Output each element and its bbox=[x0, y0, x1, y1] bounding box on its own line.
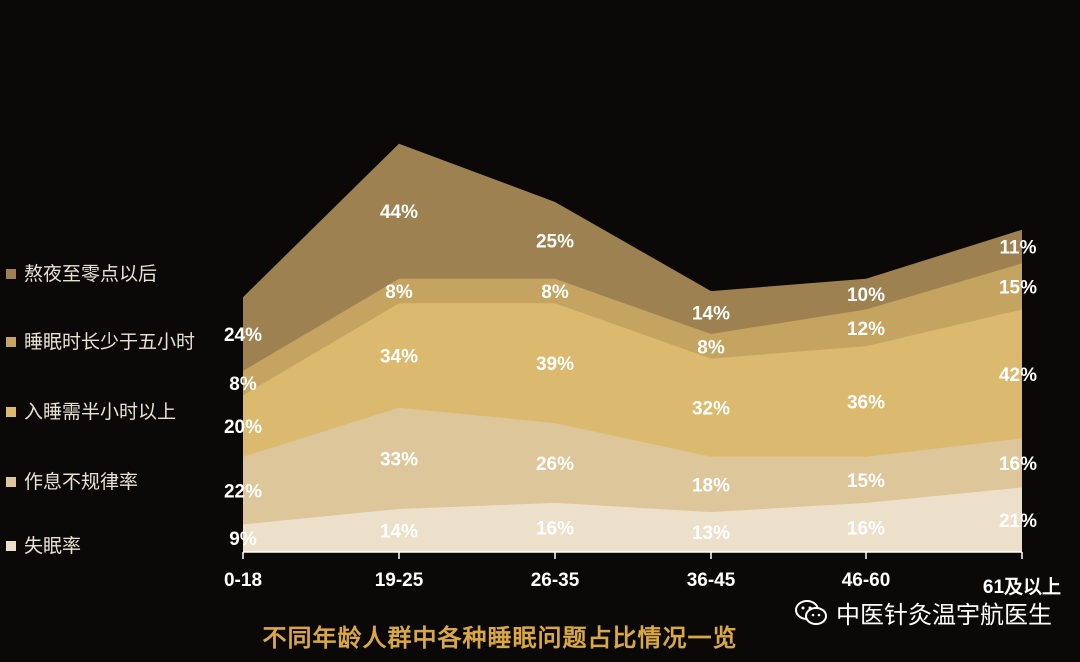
x-tick-label: 19-25 bbox=[375, 570, 424, 591]
legend-swatch bbox=[6, 269, 16, 279]
data-label: 18% bbox=[692, 475, 730, 496]
x-tick-label: 0-18 bbox=[224, 570, 262, 591]
x-tick-label: 61及以上 bbox=[983, 576, 1061, 598]
watermark: 中医针灸温宇航医生 bbox=[794, 595, 1052, 630]
legend-label: 睡眠时长少于五小时 bbox=[24, 331, 196, 353]
data-label: 42% bbox=[999, 365, 1037, 386]
data-label: 12% bbox=[847, 319, 885, 340]
data-label: 8% bbox=[385, 282, 413, 303]
legend-item: 睡眠时长少于五小时 bbox=[6, 330, 214, 355]
data-label: 16% bbox=[847, 518, 885, 539]
data-label: 8% bbox=[697, 337, 725, 358]
data-label: 9% bbox=[229, 529, 257, 550]
wechat-icon bbox=[795, 599, 827, 625]
data-label: 14% bbox=[380, 522, 418, 543]
legend-swatch bbox=[6, 337, 16, 347]
data-label: 16% bbox=[999, 454, 1037, 475]
legend-label: 入睡需半小时以上 bbox=[24, 401, 177, 423]
legend-label: 作息不规律率 bbox=[24, 471, 139, 493]
legend-swatch bbox=[6, 407, 16, 417]
data-label: 15% bbox=[847, 471, 885, 492]
chart-caption: 不同年龄人群中各种睡眠问题占比情况一览 bbox=[262, 624, 738, 652]
data-label: 24% bbox=[224, 325, 262, 346]
data-label: 22% bbox=[224, 482, 262, 503]
legend-item: 入睡需半小时以上 bbox=[6, 400, 214, 425]
data-label: 21% bbox=[999, 511, 1037, 532]
data-label: 36% bbox=[847, 393, 885, 414]
legend-item: 失眠率 bbox=[6, 534, 214, 559]
x-tick-label: 26-35 bbox=[531, 570, 580, 591]
data-label: 8% bbox=[541, 282, 569, 303]
data-label: 20% bbox=[224, 417, 262, 438]
legend-label: 失眠率 bbox=[24, 535, 82, 557]
data-label: 33% bbox=[380, 449, 418, 470]
data-label: 10% bbox=[847, 285, 885, 306]
x-tick-label: 46-60 bbox=[842, 570, 891, 591]
data-label: 39% bbox=[536, 354, 574, 375]
legend-item: 作息不规律率 bbox=[6, 470, 214, 495]
data-label: 34% bbox=[380, 347, 418, 368]
legend-swatch bbox=[6, 477, 16, 487]
data-label: 13% bbox=[692, 523, 730, 544]
data-label: 8% bbox=[229, 374, 257, 395]
data-label: 11% bbox=[1000, 238, 1037, 259]
legend-label: 熬夜至零点以后 bbox=[24, 263, 158, 285]
legend-item: 熬夜至零点以后 bbox=[6, 262, 214, 287]
data-label: 25% bbox=[536, 231, 574, 252]
data-label: 26% bbox=[536, 454, 574, 475]
x-tick-label: 36-45 bbox=[687, 570, 736, 591]
data-label: 16% bbox=[536, 518, 574, 539]
area-series-1 bbox=[243, 487, 1022, 552]
data-label: 32% bbox=[692, 399, 730, 420]
data-label: 14% bbox=[692, 304, 730, 325]
data-label: 15% bbox=[999, 277, 1037, 298]
watermark-text: 中医针灸温宇航医生 bbox=[836, 601, 1052, 629]
data-label: 44% bbox=[380, 202, 418, 223]
legend-swatch bbox=[6, 541, 16, 551]
